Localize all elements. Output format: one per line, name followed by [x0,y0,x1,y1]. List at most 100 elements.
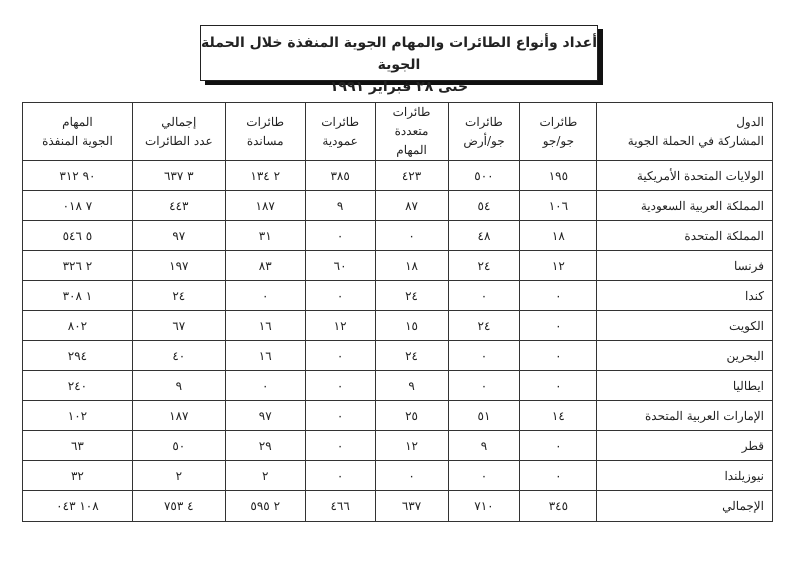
cell-total-aircraft: ٤ ٧٥٣ [131,490,226,522]
cell-helicopters: ٤٦٦ [304,490,376,522]
cell-missions: ٢٩٤ [22,340,133,371]
cell-multirole: ٨٧ [374,190,449,221]
table-row: الولايات المتحدة الأمريكية ١٩٥ ٥٠٠ ٤٢٣ ٣٨٥ ٢ … [22,160,773,191]
cell-support: ٢٩ [224,430,306,461]
cell-helicopters: ٠ [304,460,376,491]
header-text: عمودية [322,133,358,148]
cell-air-to-air: ١٤ [519,400,598,431]
header-text: إجمالي [161,114,197,129]
cell-multirole: ٦٣٧ [374,490,449,522]
header-text: طائرات [246,114,285,129]
header-helicopters: طائرات عمودية [304,102,376,161]
cell-helicopters: ٣٨٥ [304,160,376,191]
cell-missions: ٧ ٠١٨ [22,190,133,221]
cell-missions: ١٠٨ ٠٤٣ [22,490,133,522]
header-text: المشاركة في الحملة الجوية [627,133,764,148]
cell-support: ٢ ٥٩٥ [224,490,306,522]
cell-air-to-air: ١٩٥ [519,160,598,191]
cell-country: قطر [596,430,773,461]
cell-country: فرنسا [596,250,773,281]
cell-country: الإجمالي [596,490,773,522]
cell-air-to-ground: ٠ [447,460,521,491]
cell-country: كندا [596,280,773,311]
cell-multirole: ٢٤ [374,340,449,371]
table-row: البحرين ٠ ٠ ٢٤ ٠ ١٦ ٤٠ ٢٩٤ [22,340,773,371]
cell-support: ٩٧ [224,400,306,431]
table-row: كندا ٠ ٠ ٢٤ ٠ ٠ ٢٤ ١ ٣٠٨ [22,280,773,311]
cell-air-to-air: ١٨ [519,220,598,251]
cell-air-to-ground: ٠ [447,280,521,311]
cell-multirole: ٠ [374,220,449,251]
cell-total-aircraft: ٤٠ [131,340,226,371]
cell-total-aircraft: ٢٤ [131,280,226,311]
header-text: الجوية المنفذة [42,133,113,148]
cell-helicopters: ٠ [304,400,376,431]
table-row: المملكة العربية السعودية ١٠٦ ٥٤ ٨٧ ٩ ١٨٧ ٤٤٣ ٧ … [22,190,773,221]
cell-air-to-ground: ٤٨ [447,220,521,251]
cell-support: ٠ [224,280,306,311]
cell-air-to-ground: ٢٤ [447,250,521,281]
cell-multirole: ١٢ [374,430,449,461]
table-row: المملكة المتحدة ١٨ ٤٨ ٠ ٠ ٣١ ٩٧ ٥ ٥٤٦ [22,220,773,251]
cell-total-aircraft: ٥٠ [131,430,226,461]
cell-support: ٢ ١٣٤ [224,160,306,191]
table-row: الكويت ٠ ٢٤ ١٥ ١٢ ١٦ ٦٧ ٨٠٢ [22,310,773,341]
document-title: أعداد وأنواع الطائرات والمهام الجوية الم… [200,25,598,95]
cell-air-to-ground: ٩ [447,430,521,461]
cell-missions: ٥ ٥٤٦ [22,220,133,251]
cell-support: ٨٣ [224,250,306,281]
cell-helicopters: ٠ [304,220,376,251]
table-row: ايطاليا ٠ ٠ ٩ ٠ ٠ ٩ ٢٤٠ [22,370,773,401]
header-air-to-air: طائرات جو/جو [519,102,598,161]
cell-multirole: ٢٥ [374,400,449,431]
cell-missions: ٩٠ ٣١٢ [22,160,133,191]
table-row: فرنسا ١٢ ٢٤ ١٨ ٦٠ ٨٣ ١٩٧ ٢ ٣٢٦ [22,250,773,281]
cell-missions: ٦٣ [22,430,133,461]
cell-total-aircraft: ٣ ٦٣٧ [131,160,226,191]
total-row: الإجمالي ٣٤٥ ٧١٠ ٦٣٧ ٤٦٦ ٢ ٥٩٥ ٤ ٧٥٣ ١٠٨ ٠٤٣ [22,490,773,522]
cell-multirole: ٤٢٣ [374,160,449,191]
cell-total-aircraft: ٤٤٣ [131,190,226,221]
header-missions: المهام الجوية المنفذة [22,102,133,161]
cell-total-aircraft: ١٩٧ [131,250,226,281]
cell-missions: ١٠٢ [22,400,133,431]
cell-air-to-air: ٠ [519,280,598,311]
title-line-1: أعداد وأنواع الطائرات والمهام الجوية الم… [201,35,597,73]
cell-missions: ٨٠٢ [22,310,133,341]
cell-multirole: ١٥ [374,310,449,341]
cell-air-to-ground: ٥٠٠ [447,160,521,191]
cell-support: ٣١ [224,220,306,251]
cell-air-to-air: ٠ [519,310,598,341]
cell-air-to-ground: ٥٤ [447,190,521,221]
cell-helicopters: ٠ [304,370,376,401]
cell-helicopters: ٠ [304,280,376,311]
cell-total-aircraft: ١٨٧ [131,400,226,431]
title-line-2: حتى ٢٨ فبراير ١٩٩١ [329,79,469,95]
cell-missions: ٢ ٣٢٦ [22,250,133,281]
header-text: عدد الطائرات [144,133,213,148]
cell-support: ١٦ [224,340,306,371]
header-row: الدول المشاركة في الحملة الجوية طائرات جو/ج… [22,102,773,161]
cell-country: المملكة المتحدة [596,220,773,251]
cell-air-to-air: ٠ [519,370,598,401]
cell-total-aircraft: ٩ [131,370,226,401]
table-row: نيوزيلندا ٠ ٠ ٠ ٠ ٢ ٢ ٣٢ [22,460,773,491]
cell-missions: ١ ٣٠٨ [22,280,133,311]
cell-country: المملكة العربية السعودية [596,190,773,221]
aircraft-missions-table: الدول المشاركة في الحملة الجوية طائرات جو/ج… [22,102,773,522]
header-text: جو/أرض [463,133,505,148]
cell-helicopters: ١٢ [304,310,376,341]
cell-air-to-air: ٠ [519,430,598,461]
cell-country: البحرين [596,340,773,371]
header-text: متعددة المهام [394,124,429,157]
cell-multirole: ٢٤ [374,280,449,311]
cell-air-to-air: ٠ [519,460,598,491]
cell-air-to-air: ١٠٦ [519,190,598,221]
cell-missions: ٢٤٠ [22,370,133,401]
cell-multirole: ١٨ [374,250,449,281]
cell-country: ايطاليا [596,370,773,401]
header-country: الدول المشاركة في الحملة الجوية [596,102,773,161]
cell-air-to-ground: ٥١ [447,400,521,431]
cell-multirole: ٩ [374,370,449,401]
header-support: طائرات مساندة [224,102,306,161]
